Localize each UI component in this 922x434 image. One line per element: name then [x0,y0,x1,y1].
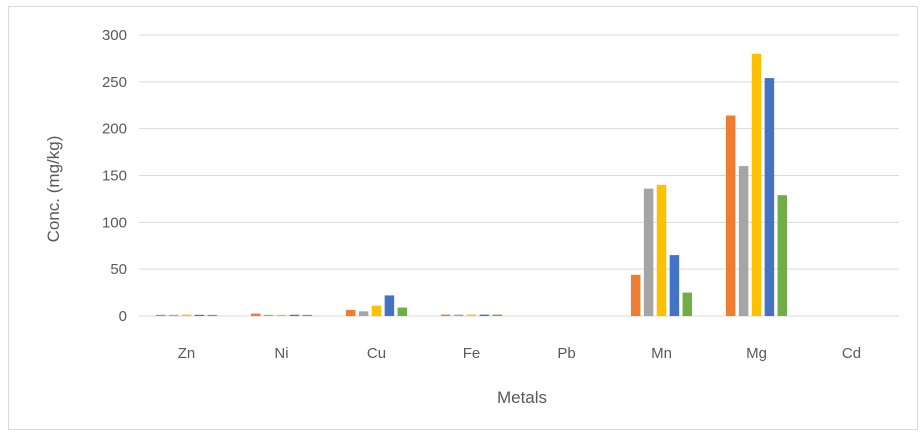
x-axis-title: Metals [497,388,547,407]
bar-fe-series-5 [492,314,503,316]
bar-cu-series-3 [371,305,382,316]
bar-fe-series-4 [479,314,490,316]
y-axis-ticks: 0 50 100 150 200 250 300 [102,27,127,325]
bar-mn-series-1 [630,274,641,316]
gridlines [139,34,899,317]
bar-zn-series-2 [168,314,179,316]
bar-zn-series-1 [155,314,166,316]
bar-mg-series-1 [725,115,736,316]
bar-cu-series-1 [345,309,356,316]
bars [155,53,788,316]
y-tick-label: 0 [119,308,127,325]
bar-ni-series-1 [250,313,261,316]
bar-fe-series-1 [440,314,451,316]
bar-mg-series-2 [738,166,749,316]
y-tick-label: 250 [102,74,127,91]
bar-ni-series-5 [302,314,313,316]
bar-mn-series-2 [643,188,654,316]
bar-mg-series-4 [764,78,775,316]
y-axis-title: Conc. (mg/kg) [44,136,63,243]
bar-ni-series-4 [289,314,300,316]
x-tick-label: Fe [463,345,481,362]
bar-mn-series-3 [656,184,667,316]
bar-cu-series-5 [397,307,408,316]
x-tick-label: Ni [274,345,288,362]
y-tick-label: 100 [102,214,127,231]
bar-ni-series-2 [263,314,274,316]
bar-cu-series-2 [358,311,369,316]
bar-zn-series-3 [181,314,192,316]
x-tick-label: Pb [557,345,575,362]
bar-cu-series-4 [384,295,395,316]
x-tick-label: Cu [367,345,386,362]
x-axis-ticks: Zn Ni Cu Fe Pb Mn Mg Cd [178,345,861,362]
x-tick-label: Zn [178,345,196,362]
bar-mn-series-5 [682,292,693,316]
x-tick-label: Mg [746,345,767,362]
chart-area: 0 50 100 150 200 250 300 Zn Ni Cu Fe Pb Mn Mg Cd Conc… [8,6,918,430]
bar-chart: 0 50 100 150 200 250 300 Zn Ni Cu Fe Pb Mn Mg Cd Conc… [44,27,899,407]
bar-mg-series-5 [777,195,788,316]
bar-zn-series-4 [194,314,205,316]
x-tick-label: Mn [651,345,672,362]
y-tick-label: 300 [102,27,127,44]
y-tick-label: 200 [102,121,127,138]
y-tick-label: 150 [102,168,127,185]
bar-zn-series-5 [207,314,218,316]
bar-mn-series-4 [669,255,680,316]
bar-fe-series-3 [466,314,477,316]
bar-ni-series-3 [276,314,287,316]
bar-fe-series-2 [453,314,464,316]
y-tick-label: 50 [110,261,127,278]
bar-mg-series-3 [751,53,762,316]
x-tick-label: Cd [842,345,861,362]
